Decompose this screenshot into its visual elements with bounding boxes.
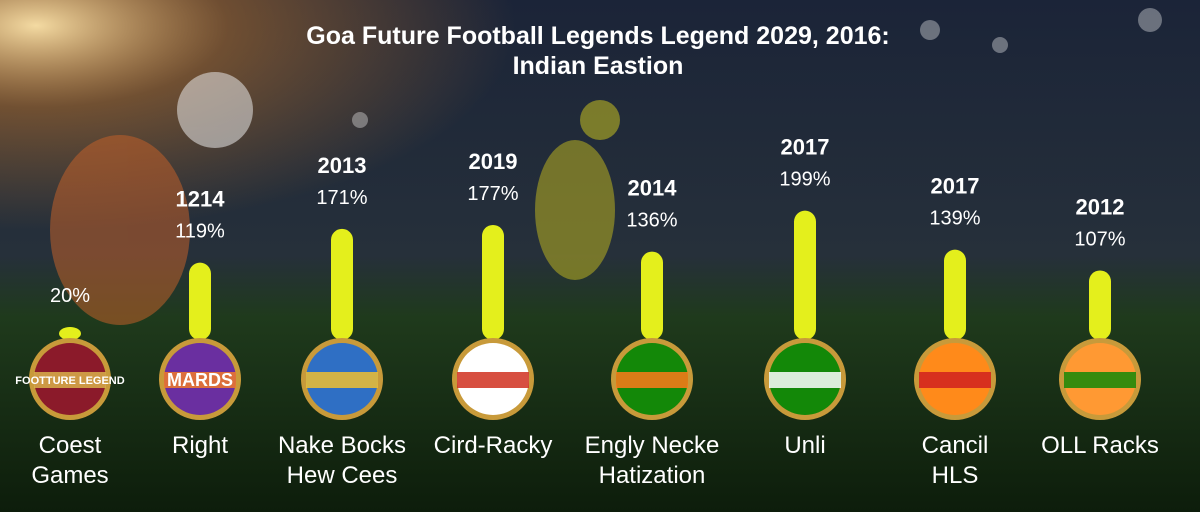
value-label: 136% — [626, 210, 677, 232]
year-label: 2014 — [628, 175, 678, 200]
x-tick-label: Engly Necke Hatization — [585, 432, 720, 489]
badge-stripe — [769, 372, 841, 388]
stadium-lights — [352, 8, 1162, 128]
x-tick-label: Unli — [784, 432, 825, 459]
badge-icon — [764, 338, 846, 420]
badge-icon — [452, 338, 534, 420]
x-tick-label: OLL Racks — [1041, 432, 1159, 459]
bar — [331, 228, 353, 340]
badge-icon — [611, 338, 693, 420]
bar — [794, 210, 816, 340]
badge-stripe — [164, 372, 236, 388]
x-tick-label: Nake Bocks Hew Cees — [278, 432, 406, 489]
value-label: 177% — [467, 183, 518, 205]
value-label: 139% — [929, 208, 980, 230]
year-label: 2017 — [931, 173, 980, 198]
bar — [641, 251, 663, 340]
badge-icon — [159, 338, 241, 420]
badge-label: FOOTTURE LEGEND — [15, 375, 124, 387]
year-label: 2017 — [781, 134, 830, 159]
value-label: 199% — [779, 169, 830, 191]
bar — [59, 327, 81, 340]
bar — [189, 262, 211, 340]
badge-icon — [301, 338, 383, 420]
bar — [1089, 270, 1111, 340]
year-label: 2013 — [318, 153, 367, 178]
bar — [482, 224, 504, 340]
value-label: 20% — [50, 285, 90, 307]
badge-stripe — [1064, 372, 1136, 388]
badge-stripe — [457, 372, 529, 388]
x-tick-label: Right — [172, 432, 228, 459]
x-tick-label: Cancil HLS — [922, 432, 989, 489]
badge-icon — [29, 338, 111, 420]
bar — [944, 249, 966, 340]
year-label: 1214 — [176, 186, 226, 211]
badge-stripe — [34, 372, 106, 388]
value-label: 119% — [175, 221, 225, 243]
year-label: 2012 — [1076, 194, 1125, 219]
badge-icon — [914, 338, 996, 420]
value-label: 107% — [1074, 229, 1125, 251]
value-label: 171% — [316, 187, 367, 209]
badge-label: MARDS — [167, 370, 233, 390]
x-tick-label: Cird-Racky — [434, 432, 553, 459]
players — [50, 72, 620, 325]
year-label: 2019 — [469, 149, 518, 174]
badge-stripe — [616, 372, 688, 388]
badge-stripe — [306, 372, 378, 388]
x-tick-label: Coest Games — [31, 432, 108, 489]
chart-title: Goa Future Football Legends Legend 2029,… — [306, 22, 889, 80]
badge-icon — [1059, 338, 1141, 420]
badge-stripe — [919, 372, 991, 388]
